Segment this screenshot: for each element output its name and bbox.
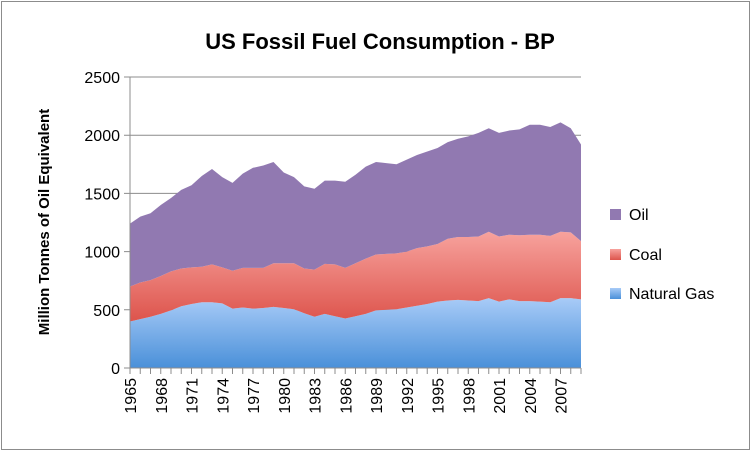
x-tick-label: 1998 xyxy=(461,378,478,414)
x-tick-label: 1977 xyxy=(246,378,263,414)
legend-swatch xyxy=(610,288,621,299)
y-axis-label: Million Tonnes of Oil Equivalent xyxy=(36,109,53,335)
x-tick-label: 1968 xyxy=(154,378,171,414)
y-tick-label: 1500 xyxy=(84,186,120,203)
legend-label: Natural Gas xyxy=(629,286,714,303)
area-natural-gas xyxy=(130,298,581,368)
x-tick-label: 2001 xyxy=(492,378,509,414)
x-tick-label: 2007 xyxy=(554,378,571,414)
y-tick-label: 2500 xyxy=(84,70,120,87)
y-tick-label: 0 xyxy=(111,361,120,378)
x-tick-label: 1986 xyxy=(338,378,355,414)
x-tick-label: 1983 xyxy=(308,378,325,414)
x-tick-label: 1992 xyxy=(400,378,417,414)
area-coal xyxy=(130,231,581,322)
y-tick-label: 500 xyxy=(93,303,120,320)
legend-label: Oil xyxy=(629,207,649,224)
x-tick-label: 1989 xyxy=(369,378,386,414)
x-tick-label: 1980 xyxy=(277,378,294,414)
y-tick-label: 2000 xyxy=(84,128,120,145)
x-tick-label: 1995 xyxy=(431,378,448,414)
legend-label: Coal xyxy=(629,247,662,264)
area-oil xyxy=(130,122,581,287)
legend-swatch xyxy=(610,209,621,220)
chart-title: US Fossil Fuel Consumption - BP xyxy=(205,29,555,54)
x-tick-label: 1971 xyxy=(185,378,202,414)
legend-swatch xyxy=(610,249,621,260)
x-tick-label: 1974 xyxy=(215,378,232,414)
x-tick-label: 1965 xyxy=(123,378,140,414)
y-tick-label: 1000 xyxy=(84,245,120,262)
x-tick-label: 2004 xyxy=(523,378,540,414)
